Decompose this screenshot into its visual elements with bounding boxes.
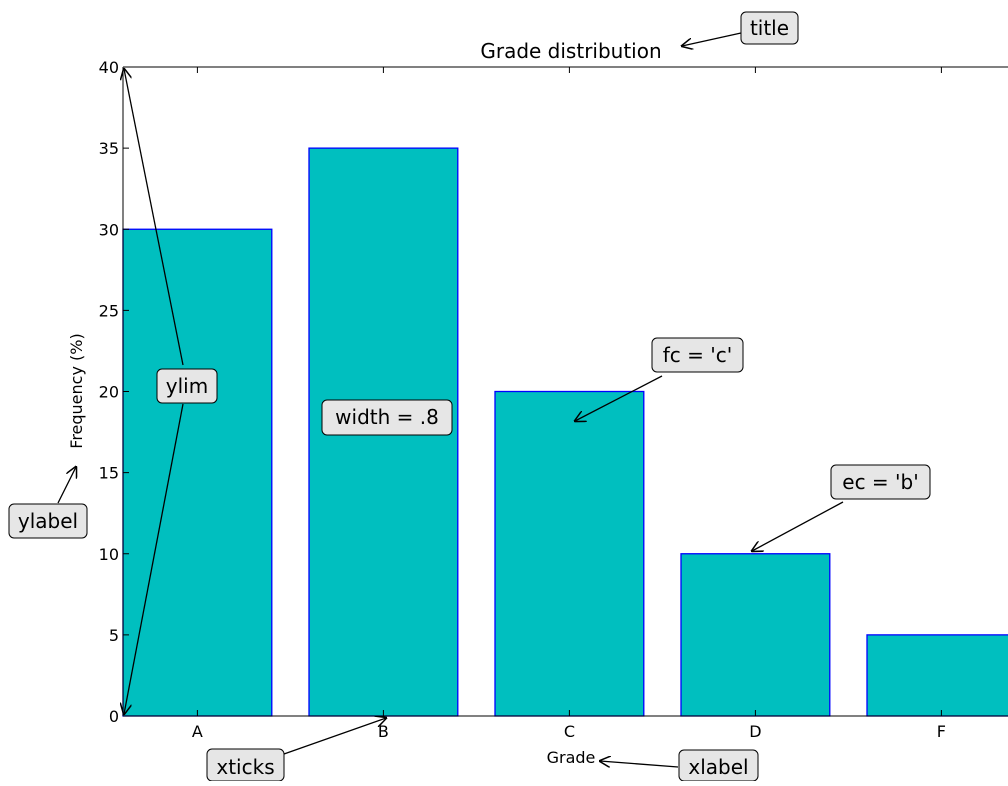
x-tick-label-C: C [564, 722, 575, 741]
bars-layer [122, 147, 1008, 717]
annotation-fc-text: fc = 'c' [663, 343, 733, 367]
y-tick-label: 25 [99, 301, 119, 320]
annotation-title: title [740, 11, 799, 45]
x-tick-label-F: F [937, 722, 946, 741]
bar-C [494, 390, 645, 717]
x-tick-label-B: B [378, 722, 389, 741]
annotation-ylabel: ylabel [8, 503, 88, 539]
y-axis-label: Frequency (%) [67, 333, 86, 448]
annotation-ylim: ylim [156, 368, 218, 404]
y-tick-label: 40 [99, 58, 119, 77]
ylim-arrow-top [124, 69, 184, 366]
annotation-xticks-text: xticks [216, 755, 274, 779]
bar-F [866, 634, 1008, 717]
annotation-ec: ec = 'b' [830, 464, 931, 500]
annotation-ylim-text: ylim [166, 374, 208, 398]
fc-arrow [575, 375, 663, 421]
y-tick-label: 30 [99, 220, 119, 239]
y-tick-label: 10 [99, 545, 119, 564]
annotation-ec-text: ec = 'b' [842, 470, 918, 494]
ylabel-arrow [57, 467, 76, 504]
x-axis-label: Grade [547, 748, 596, 767]
annotation-xticks: xticks [206, 748, 285, 782]
y-tick-label: 5 [109, 626, 119, 645]
annotation-xlabel: xlabel [678, 749, 759, 782]
ticks-layer: 0 5 10 15 20 25 30 35 40 A B C D F [99, 58, 946, 741]
annotation-width-text: width = .8 [335, 405, 439, 429]
xticks-arrow [283, 718, 386, 755]
x-tick-label-D: D [749, 722, 761, 741]
x-tick-label-A: A [192, 722, 203, 741]
y-tick-label: 20 [99, 383, 119, 402]
annotation-xlabel-text: xlabel [688, 755, 748, 779]
annotation-fc: fc = 'c' [651, 337, 744, 373]
xlabel-arrow [600, 761, 679, 768]
annotation-ylabel-text: ylabel [18, 509, 78, 533]
ec-arrow [752, 501, 844, 551]
chart-title: Grade distribution [480, 39, 661, 63]
title-arrow [682, 32, 742, 46]
y-tick-label: 15 [99, 464, 119, 483]
annotation-width: width = .8 [321, 399, 453, 436]
y-tick-label: 0 [109, 707, 119, 726]
y-tick-label: 35 [99, 139, 119, 158]
bar-D [680, 553, 831, 717]
ylim-arrow-bottom [124, 403, 184, 714]
bar-A [122, 228, 273, 717]
annotation-title-text: title [750, 16, 789, 40]
